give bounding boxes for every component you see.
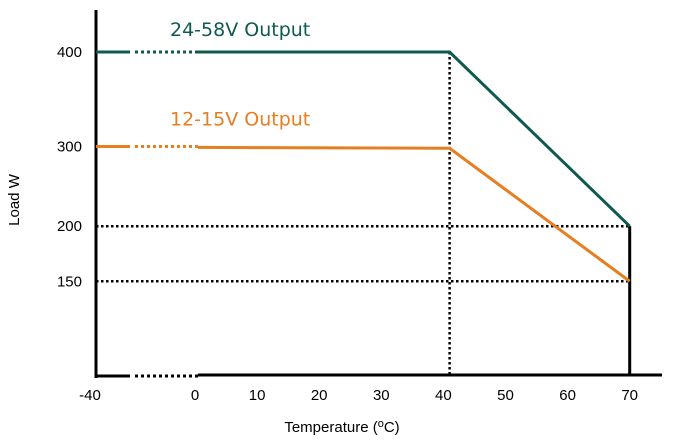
- x-tick-label: 50: [497, 387, 514, 404]
- x-tick-label: 60: [559, 387, 576, 404]
- y-axis-title: Load W: [6, 173, 23, 226]
- x-tick-labels: -40 0 10 20 30 40 50 60 70: [79, 387, 638, 404]
- series-label-1: 12-15V Output: [170, 108, 310, 130]
- x-axis-title: Temperature (oC): [284, 418, 399, 436]
- series-0-line: [198, 50, 631, 228]
- y-tick-labels: 400 300 200 150: [57, 44, 82, 290]
- reference-lines: [96, 52, 632, 375]
- x-axis-title-degree: o: [378, 418, 384, 430]
- x-axis-title-suffix: C): [384, 419, 400, 436]
- series-lines: [96, 50, 631, 283]
- series-labels: 24-58V Output 12-15V Output: [170, 19, 310, 130]
- x-tick-label: -40: [79, 387, 101, 404]
- y-tick-label: 300: [57, 138, 82, 155]
- x-tick-label: 0: [191, 387, 199, 404]
- y-tick-label: 400: [57, 44, 82, 61]
- axes: [94, 10, 662, 378]
- x-tick-label: 70: [621, 387, 638, 404]
- series-label-0: 24-58V Output: [170, 19, 310, 41]
- x-axis-title-prefix: Temperature (: [284, 419, 377, 436]
- x-tick-label: 10: [249, 387, 266, 404]
- series-1-line: [197, 145, 631, 283]
- y-tick-label: 150: [57, 273, 82, 290]
- x-tick-label: 40: [435, 387, 452, 404]
- y-tick-label: 200: [57, 218, 82, 235]
- x-tick-label: 30: [373, 387, 390, 404]
- x-tick-label: 20: [311, 387, 328, 404]
